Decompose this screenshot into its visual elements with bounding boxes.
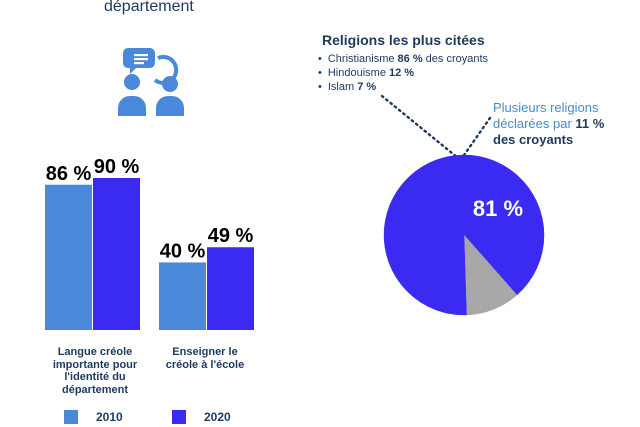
- bar-value-label-2010-1: 40 %: [160, 240, 206, 262]
- legend-label-2010: 2010: [96, 410, 123, 424]
- category-label-0: Langue créole importante pour l'identité…: [52, 346, 138, 396]
- religion-pie-chart: 81 %: [383, 154, 545, 316]
- bar-chart: 86 % 90 % 40 %49 %: [45, 156, 254, 330]
- section-title: département: [104, 0, 194, 15]
- multiple-religions-callout: Plusieurs religions déclarées par 11 % d…: [493, 100, 605, 147]
- legend-swatch-2010: [64, 410, 78, 424]
- religion-item-islam: Islam 7 %: [318, 80, 488, 94]
- people-discussion-icon: [118, 48, 184, 116]
- pie-slice-label-main: 81 %: [473, 196, 523, 221]
- pie-slice-main: [383, 154, 545, 307]
- religions-list: Christianisme 86 % des croyants Hindouis…: [318, 52, 488, 94]
- religion-item-hindouisme: Hindouisme 12 %: [318, 66, 488, 80]
- bar-2010-1: [159, 262, 206, 330]
- legend-swatch-2020: [172, 410, 186, 424]
- pie-slice-other: [427, 234, 467, 316]
- religions-title: Religions les plus citées: [322, 32, 485, 48]
- bar-2020-1: [207, 247, 254, 330]
- bar-2010-0: [45, 184, 92, 330]
- bar-value-label-2020-0: 90 %: [94, 156, 140, 178]
- legend-label-2020: 2020: [204, 410, 231, 424]
- category-label-1: Enseigner le créole à l'école: [165, 346, 245, 371]
- bar-value-label-2010-0: 86 %: [46, 163, 92, 185]
- religion-item-christianisme: Christianisme 86 % des croyants: [318, 52, 488, 66]
- bar-2020-0: [93, 178, 140, 330]
- bar-value-label-2020-1: 49 %: [208, 225, 254, 247]
